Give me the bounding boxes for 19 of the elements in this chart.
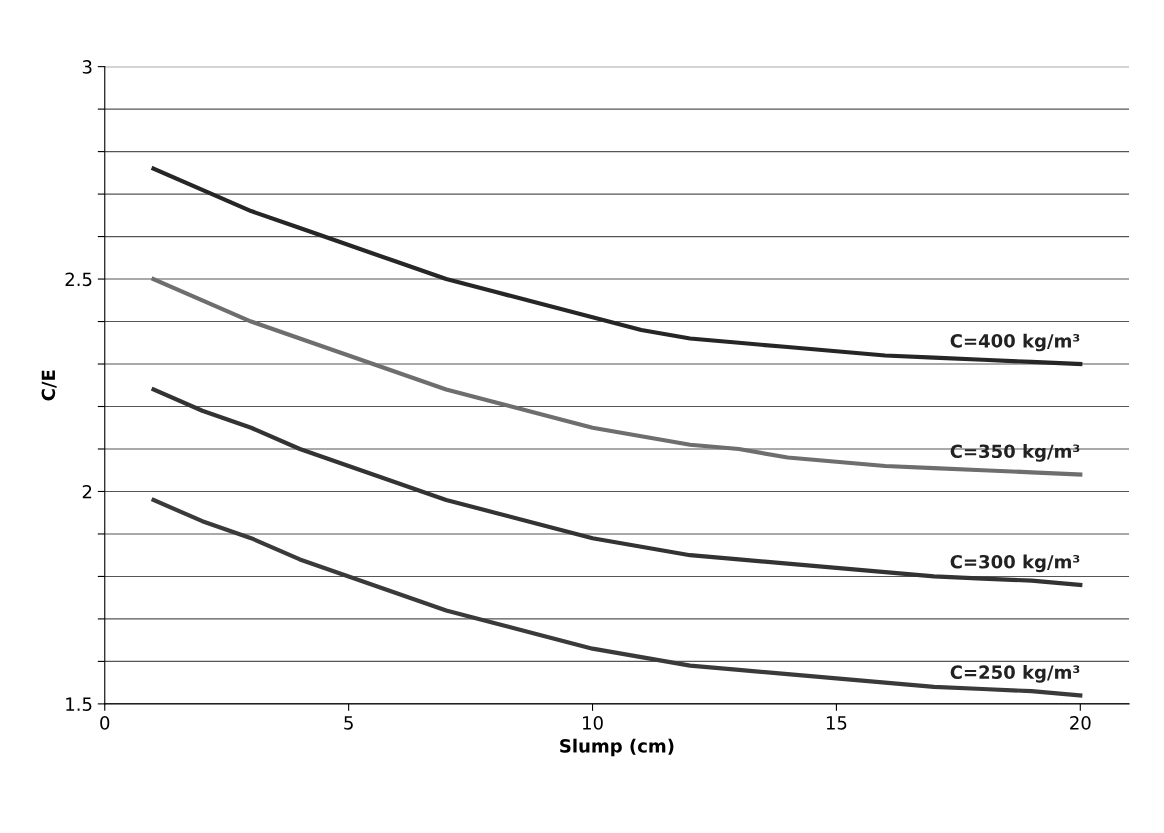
y-tick-label: 2.5 bbox=[65, 272, 92, 287]
y-tick-label: 1.5 bbox=[66, 697, 92, 711]
line-series bbox=[151, 276, 1083, 477]
series-label: C=250 kg/m³ bbox=[950, 665, 1080, 683]
line-series bbox=[151, 387, 1083, 588]
series-label: C=300 kg/m³ bbox=[950, 554, 1080, 573]
x-axis-title: Slump (cm) bbox=[560, 738, 674, 757]
series-label: C=400 kg/m³ bbox=[950, 333, 1080, 352]
x-tick-label: 5 bbox=[344, 716, 353, 730]
y-axis-title: C/E bbox=[41, 370, 57, 401]
line-series bbox=[151, 497, 1083, 698]
line-series bbox=[151, 166, 1083, 367]
x-tick-label: 15 bbox=[826, 716, 847, 730]
x-tick-label: 0 bbox=[100, 716, 110, 730]
x-tick-label: 20 bbox=[1070, 716, 1091, 730]
y-tick-label: 2 bbox=[82, 484, 92, 499]
series-label: C=350 kg/m³ bbox=[950, 444, 1080, 462]
x-tick-label: 10 bbox=[583, 716, 603, 730]
y-tick-label: 3 bbox=[82, 60, 92, 74]
